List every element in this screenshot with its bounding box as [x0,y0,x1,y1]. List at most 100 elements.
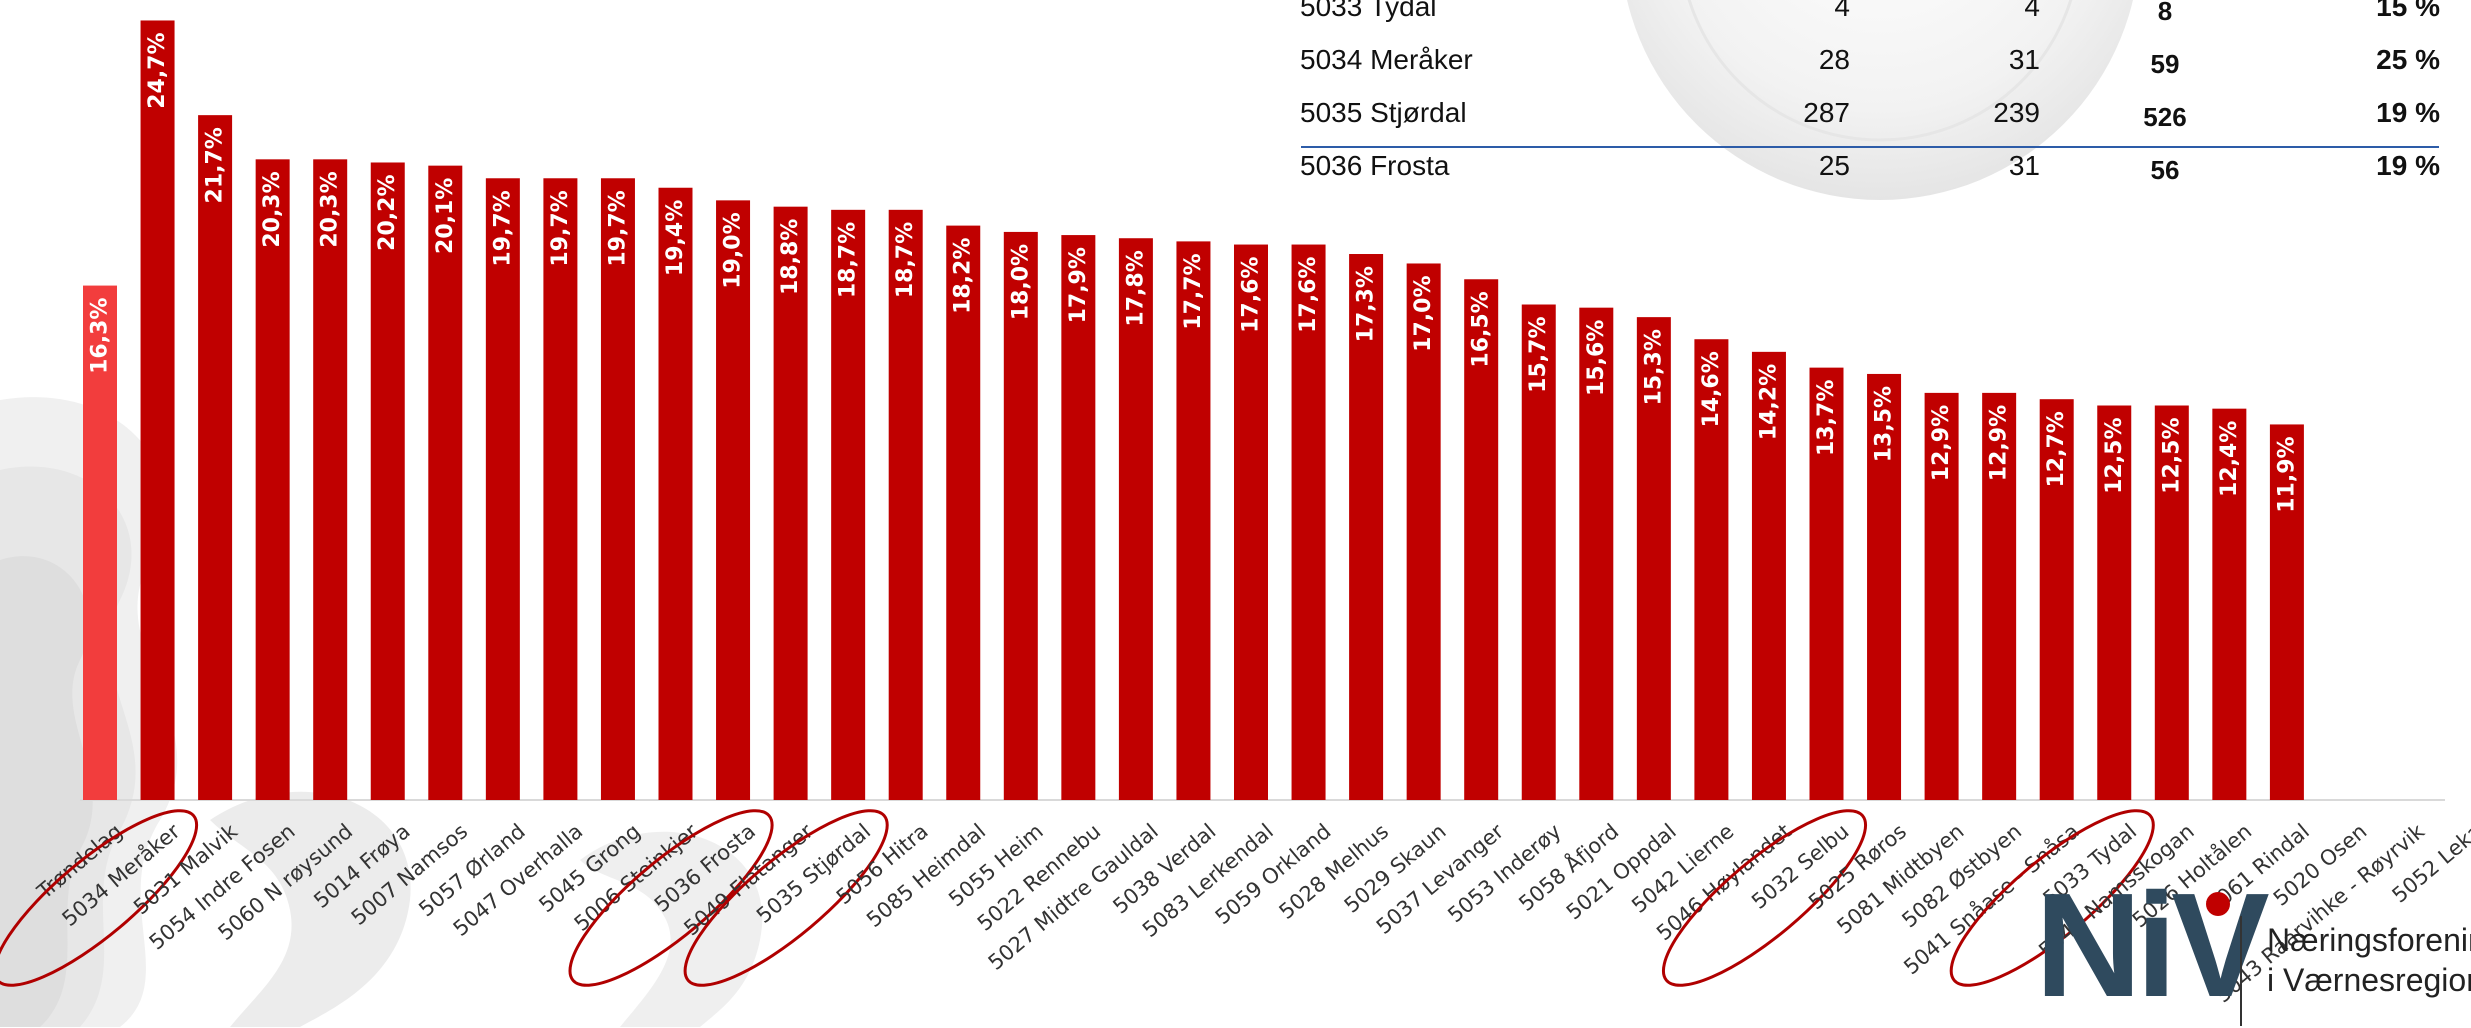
data-label: 19,7% [490,190,515,266]
row-value-b: 239 [1993,96,2040,128]
data-label: 15,6% [1584,320,1609,396]
bar [2097,405,2132,800]
data-label: 24,7% [145,32,170,108]
data-label: 17,3% [1354,266,1379,342]
data-label: 19,7% [548,190,573,266]
logo-text: Næringsforening i Værnesregionen [2267,920,2471,1000]
bar [1636,317,1671,800]
bar [1118,238,1153,800]
data-label: 15,7% [1526,317,1551,393]
bar [2212,408,2247,800]
bar [428,165,463,801]
data-label: 18,0% [1008,244,1033,320]
row-sum: 56 [2150,155,2180,185]
data-label: 12,5% [2102,418,2127,494]
bar [255,159,290,800]
logo-line-1: Næringsforening [2267,922,2471,958]
row-value-b: 31 [2008,43,2040,75]
logo-mark: NiV [2035,863,2270,1028]
row-sum: 526 [2143,102,2187,132]
data-label: 16,5% [1469,291,1494,367]
row-percent: 19 % [2376,149,2440,181]
row-name: 5033 Tydal [1300,0,1437,22]
table-bottom-rule [1301,146,2439,148]
bar [2154,405,2189,800]
data-label: 20,1% [433,178,458,254]
bar [313,159,348,800]
row-sum: 8 [2157,0,2173,26]
data-label: 17,8% [1123,250,1148,326]
bar [1982,392,2017,800]
table-row: 5036 Frosta 25 31 56 19 % [1300,139,2440,192]
bar [485,178,520,800]
table-row: 5035 Stjørdal 287 239 526 19 % [1300,86,2440,139]
row-name: 5034 Meråker [1300,43,1473,75]
data-label: 17,7% [1181,253,1206,329]
logo-dot [2206,892,2230,916]
bar [370,162,405,800]
data-label: 13,5% [1872,386,1897,462]
bar [831,209,866,800]
table-row: 5034 Meråker 28 31 59 25 % [1300,33,2440,86]
row-sum: 59 [2150,49,2180,79]
data-label: 12,5% [2159,418,2184,494]
kommune-table: 5033 Tydal 4 4 8 15 % 5034 Meråker 28 31… [1300,0,2440,192]
bar [1291,244,1326,800]
data-label: 12,4% [2217,421,2242,497]
bar [2269,424,2304,800]
row-name: 5035 Stjørdal [1300,96,1467,128]
data-label: 12,7% [2044,411,2069,487]
row-value-b: 31 [2008,149,2040,181]
data-label: 14,2% [1756,364,1781,440]
row-value-a: 287 [1803,96,1850,128]
bar [140,20,175,800]
row-value-a: 4 [1834,0,1850,22]
data-label: 12,9% [1929,405,1954,481]
data-label: 18,2% [951,238,976,314]
bar [198,115,233,800]
row-percent: 19 % [2376,96,2440,128]
row-percent: 25 % [2376,43,2440,75]
bar [1406,263,1441,801]
data-label: 12,9% [1987,405,2012,481]
bar [2039,399,2074,800]
bar [543,178,578,800]
data-label: 20,2% [375,174,400,250]
bar [1349,254,1384,801]
row-value-a: 25 [1818,149,1850,181]
bar [888,209,923,800]
data-label: 19,7% [605,190,630,266]
data-label: 16,3% [88,298,113,374]
bar [1521,304,1556,800]
bar [1003,231,1038,801]
row-name: 5036 Frosta [1300,149,1450,181]
row-value-b: 4 [2024,0,2040,22]
highlight-ring [568,809,774,987]
highlight-ring [0,809,199,987]
data-label: 20,3% [260,171,285,247]
bar [1924,392,1959,800]
logo-divider [2240,916,2242,1026]
bar [1694,339,1729,800]
data-label: 17,6% [1239,257,1264,333]
logo-line-2: i Værnesregionen [2267,962,2471,998]
bar [1234,244,1268,800]
data-label: 20,3% [318,171,343,247]
bar [1464,279,1499,800]
bar [946,225,981,800]
row-value-a: 28 [1818,43,1850,75]
data-label: 13,7% [1814,380,1839,456]
highlight-ring [1949,809,2155,987]
data-label: 21,7% [203,127,228,203]
data-label: 17,0% [1411,275,1436,351]
data-label: 19,4% [663,200,688,276]
data-label: 11,9% [2274,436,2299,512]
bar [773,206,808,800]
bar [1579,307,1614,800]
data-label: 18,7% [893,222,918,298]
bar [1061,235,1096,801]
highlight-ring [1661,809,1868,987]
bar [600,178,635,800]
table-row: 5033 Tydal 4 4 8 15 % [1300,0,2440,33]
